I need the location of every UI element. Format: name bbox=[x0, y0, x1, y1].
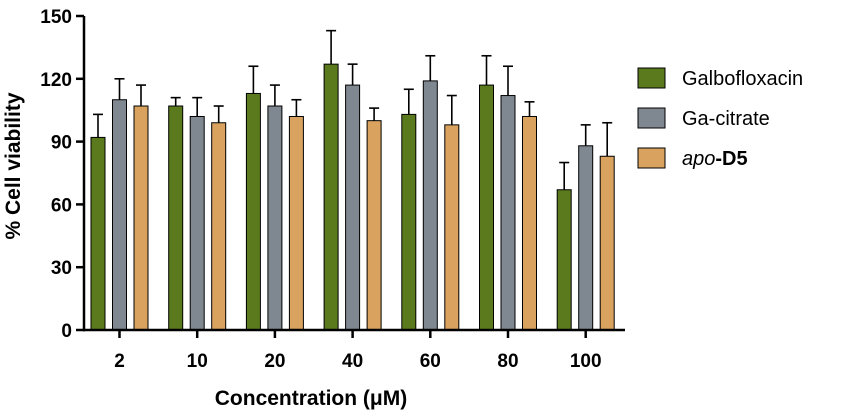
bar bbox=[522, 115, 537, 331]
x-tick-label: 100 bbox=[570, 351, 602, 372]
bar bbox=[345, 84, 361, 331]
x-tick-label: 10 bbox=[187, 351, 208, 372]
bar bbox=[444, 124, 460, 331]
bars-layer bbox=[90, 29, 615, 331]
x-tick-label: 2 bbox=[114, 351, 125, 372]
bar bbox=[556, 189, 572, 331]
bar bbox=[189, 115, 205, 331]
x-tick-label: 20 bbox=[264, 351, 285, 372]
x-tick-label: 60 bbox=[420, 351, 441, 372]
legend-label: Galbofloxacin bbox=[682, 68, 803, 90]
legend-swatch bbox=[637, 147, 666, 169]
y-tick-label: 120 bbox=[40, 70, 72, 91]
legend: Galbofloxacin Ga-citrate apo-D5 bbox=[637, 67, 803, 170]
y-tick-label: 60 bbox=[51, 195, 72, 216]
bar bbox=[500, 95, 516, 331]
y-tick-label: 90 bbox=[51, 133, 72, 154]
x-tick-label: 80 bbox=[497, 351, 518, 372]
bar bbox=[578, 145, 594, 331]
bar bbox=[90, 136, 106, 331]
legend-label: Ga-citrate bbox=[682, 108, 770, 130]
bar bbox=[245, 92, 261, 331]
axes-layer: 2 10 20 40 60 80 100 0 30 60 90 120 150 bbox=[40, 7, 625, 372]
bar bbox=[599, 155, 615, 331]
y-axis-label: % Cell viability bbox=[2, 92, 25, 239]
bar bbox=[267, 105, 283, 331]
y-tick-label: 30 bbox=[51, 258, 72, 279]
legend-swatch bbox=[637, 107, 666, 129]
y-tick-label: 0 bbox=[61, 321, 72, 342]
legend-label: apo-D5 bbox=[682, 148, 748, 170]
bar bbox=[401, 113, 417, 331]
x-tick-label: 40 bbox=[342, 351, 363, 372]
bar bbox=[168, 105, 184, 331]
bar bbox=[422, 80, 438, 331]
bar bbox=[288, 115, 304, 331]
legend-swatch bbox=[637, 67, 666, 89]
bar bbox=[112, 99, 127, 331]
bar bbox=[323, 63, 339, 331]
bar bbox=[211, 122, 227, 331]
bar bbox=[479, 84, 494, 331]
bar bbox=[366, 120, 382, 331]
bar bbox=[133, 105, 149, 331]
y-tick-label: 150 bbox=[40, 7, 72, 28]
x-axis-label: Concentration (μM) bbox=[215, 387, 408, 410]
